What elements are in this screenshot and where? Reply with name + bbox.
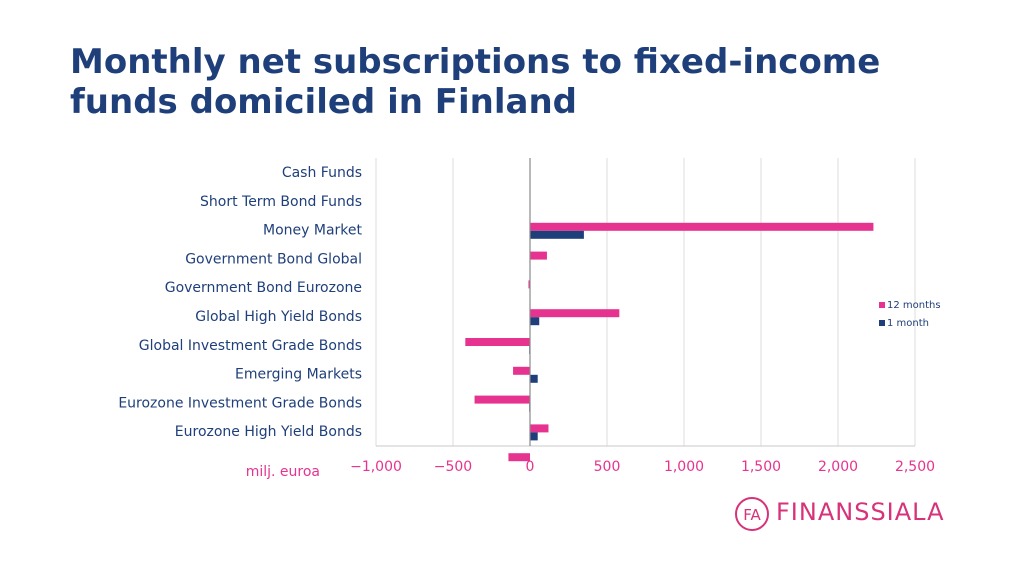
finanssiala-logo: FA FINANSSIALA	[734, 490, 945, 534]
axes	[376, 158, 915, 447]
category-label: Global Investment Grade Bonds	[139, 338, 362, 354]
bar-1-month	[530, 317, 540, 326]
bar-1-month	[530, 432, 538, 441]
labels: −1,000 −500 0 500 1,000 1,500 2,000 2,500 milj. …	[118, 165, 935, 480]
bar-12-months	[530, 222, 874, 231]
category-label: Government Bond Global	[185, 251, 362, 267]
gridlines	[375, 158, 916, 446]
category-label: Short Term Bond Funds	[200, 194, 362, 210]
bar-12-months	[530, 251, 547, 260]
bar-12-months	[513, 366, 530, 375]
legend: 12 months 1 month	[879, 300, 941, 329]
bar-1-month	[530, 374, 538, 383]
bar-12-months	[474, 395, 530, 404]
bar-12-months	[528, 280, 530, 289]
x-tick-label: 2,000	[818, 459, 858, 475]
category-label: Money Market	[263, 223, 363, 239]
x-tick-label: 0	[526, 459, 535, 475]
bar-12-months	[508, 453, 530, 462]
bars	[465, 222, 874, 462]
x-tick-label: −1,000	[350, 459, 402, 475]
category-label: Emerging Markets	[235, 367, 362, 383]
bar-12-months	[530, 424, 549, 433]
x-tick-label: −500	[434, 459, 472, 475]
category-label: Cash Funds	[282, 165, 362, 181]
bar-12-months	[465, 338, 530, 346]
logo-mark-text: FA	[743, 506, 761, 524]
title-line-2: funds domiciled in Finland	[70, 82, 578, 122]
title-line-1: Monthly net subscriptions to fixed-incom…	[70, 42, 881, 82]
x-tick-label: 2,500	[895, 459, 935, 475]
bar-12-months	[530, 309, 620, 318]
unit-label: milj. euroa	[246, 464, 320, 480]
legend-swatch	[879, 302, 885, 308]
x-tick-label: 1,000	[664, 459, 704, 475]
fa-logo-icon: FA	[735, 497, 769, 531]
category-label: Eurozone Investment Grade Bonds	[118, 395, 362, 411]
x-tick-label: 1,500	[741, 459, 781, 475]
legend-swatch	[879, 320, 885, 326]
bar-1-month	[530, 230, 584, 239]
category-label: Government Bond Eurozone	[165, 280, 362, 296]
category-label: Eurozone High Yield Bonds	[175, 424, 362, 440]
legend-label: 1 month	[887, 318, 929, 329]
legend-label: 12 months	[887, 300, 941, 311]
brand-name: FINANSSIALA	[776, 498, 945, 526]
x-tick-label: 500	[594, 459, 621, 475]
page-title: Monthly net subscriptions to fixed-incom…	[70, 42, 970, 122]
category-label: Global High Yield Bonds	[195, 309, 362, 325]
